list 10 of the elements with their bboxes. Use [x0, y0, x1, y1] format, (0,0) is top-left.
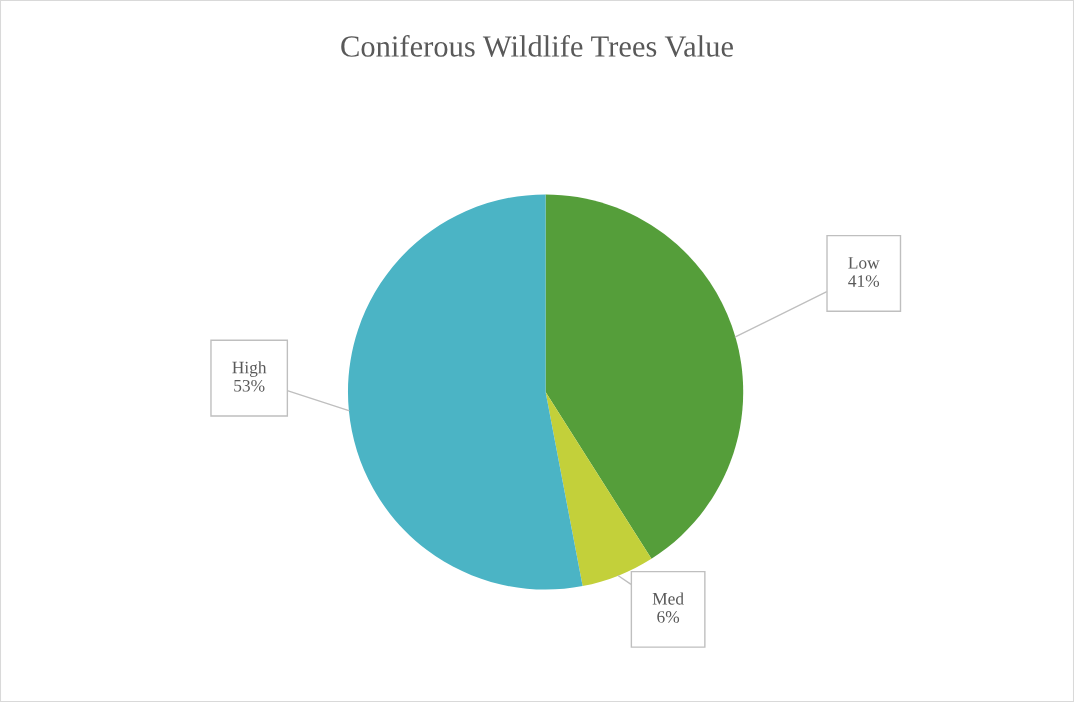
data-label: 41%: [848, 275, 880, 287]
pie-slice: [347, 194, 583, 590]
chart-title: Coniferous Wildlife Trees Value: [341, 34, 733, 57]
slice-label: Med: [652, 592, 684, 605]
data-label: 6%: [657, 611, 680, 623]
slice-label: Low: [848, 257, 880, 269]
pie-slice: [545, 194, 744, 559]
pie-slice: [545, 392, 652, 587]
data-label: 53%: [234, 379, 265, 392]
slice-label: High: [232, 361, 267, 377]
